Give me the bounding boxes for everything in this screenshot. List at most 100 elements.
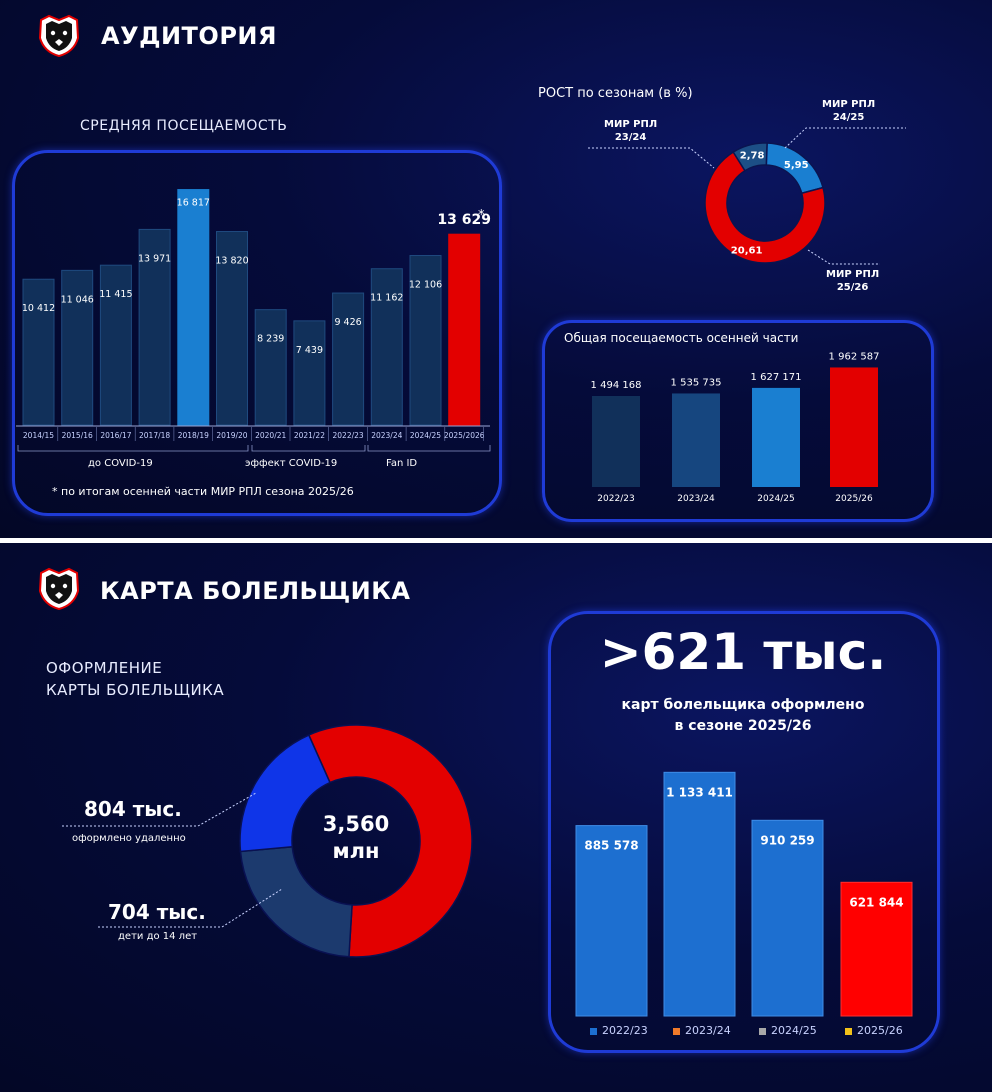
donut-label-2324-line2: 23/24 [614, 132, 647, 143]
attendance-bar [22, 278, 55, 426]
legend-label: 2022/23 [602, 1024, 648, 1037]
attendance-value-label: 7 439 [296, 345, 323, 356]
donut-label-2324-line1: МИР РПЛ [604, 119, 658, 130]
fan-card-legend-item: 2022/23 [590, 1024, 648, 1037]
autumn-tick-label: 2024/25 [757, 494, 794, 504]
fan-card-legend-item: 2024/25 [759, 1024, 817, 1037]
attendance-bar [409, 255, 442, 426]
donut-label-2526-line2: 25/26 [836, 282, 869, 293]
attendance-value-label: 11 415 [99, 289, 132, 300]
rpl-bear-logo-icon [38, 567, 80, 611]
donut-value-label: 2,78 [740, 151, 765, 162]
fan-card-panel: КАРТА БОЛЕЛЬЩИКА ОФОРМЛЕНИЕ КАРТЫ БОЛЕЛЬ… [0, 543, 992, 1092]
donut-slice [239, 845, 353, 958]
attendance-tick-label: 2020/21 [255, 431, 286, 440]
autumn-tick-label: 2023/24 [677, 494, 715, 504]
autumn-value-label: 1 627 171 [751, 372, 802, 383]
attendance-tick-label: 2022/23 [333, 431, 364, 440]
attendance-value-label: 16 817 [177, 198, 210, 209]
attendance-value-label: 9 426 [334, 317, 361, 328]
legend-label: 2025/26 [857, 1024, 903, 1037]
autumn-value-label: 1 494 168 [591, 380, 642, 391]
attendance-tick-label: 2018/19 [178, 431, 209, 440]
donut-label-2425: МИР РПЛ 24/25 [822, 98, 875, 124]
rpl-bear-logo-icon [38, 14, 80, 58]
growth-title: РОСТ по сезонам (в %) [538, 86, 693, 101]
fan-card-value-label: 910 259 [760, 833, 814, 847]
fan-card-bar-chart: 885 578 1 133 411 910 259 621 844 [575, 771, 913, 1017]
attendance-bar [370, 268, 403, 426]
attendance-value-label: 8 239 [257, 334, 284, 345]
fan-card-value-label: 621 844 [849, 895, 903, 909]
attendance-chart: 10 412 2014/15 11 046 2015/16 11 415 2016/17 1… [16, 189, 491, 452]
autumn-tick-label: 2025/26 [835, 494, 873, 504]
attendance-tick-label: 2016/17 [100, 431, 131, 440]
legend-swatch [590, 1027, 597, 1035]
donut-slice [307, 724, 473, 958]
attendance-bar [138, 228, 171, 426]
big-caption-line1: карт болельщика оформлено [621, 697, 865, 713]
legend-swatch [845, 1027, 852, 1035]
remote-label: оформлено удаленно [72, 833, 186, 844]
group-label-fan-id: Fan ID [386, 458, 418, 469]
attendance-value-label: 11 046 [61, 294, 94, 305]
autumn-title: Общая посещаемость осенней части [564, 331, 799, 345]
group-bracket [251, 445, 366, 452]
autumn-box [542, 320, 934, 522]
group-bracket [17, 445, 249, 452]
growth-donut-chart: 2,78 5,95 20,61 [704, 142, 826, 264]
attendance-bar [293, 320, 326, 426]
attendance-tick-label: 2015/16 [62, 431, 93, 440]
donut-value-label: 20,61 [731, 246, 763, 257]
attendance-tick-label: 2017/18 [139, 431, 170, 440]
legend-swatch [759, 1027, 766, 1035]
legend-label: 2024/25 [771, 1024, 817, 1037]
attendance-bar [216, 231, 248, 426]
audience-panel: АУДИТОРИЯ СРЕДНЯЯ ПОСЕЩАЕМОСТЬ 10 412 201… [0, 0, 992, 538]
autumn-tick-label: 2022/23 [597, 494, 634, 504]
donut-label-2526-line1: МИР РПЛ [826, 269, 880, 280]
footnote: * по итогам осенней части МИР РПЛ сезона… [52, 485, 354, 498]
donut-center-unit: млн [332, 839, 380, 863]
autumn-bar [752, 387, 800, 487]
fan-card-subtitle-line2: КАРТЫ БОЛЕЛЬЩИКА [46, 681, 225, 699]
fan-card-value-label: 885 578 [584, 839, 638, 853]
attendance-bar [61, 269, 94, 426]
fan-card-legend-item: 2023/24 [673, 1024, 731, 1037]
big-caption-line2: в сезоне 2025/26 [674, 718, 812, 734]
fan-card-bar [840, 881, 913, 1017]
autumn-value-label: 1 535 735 [671, 377, 722, 388]
autumn-bar [672, 393, 720, 487]
card-leader-lines [62, 792, 283, 928]
autumn-value-label: 1 962 587 [829, 351, 880, 362]
attendance-tick-label: 2024/25 [410, 431, 441, 440]
attendance-bar [99, 264, 132, 426]
donut-label-2425-line2: 24/25 [832, 112, 865, 123]
fan-card-bar [575, 825, 648, 1017]
autumn-bar [592, 395, 640, 487]
attendance-bar [254, 309, 287, 426]
big-caption: карт болельщика оформлено в сезоне 2025/… [551, 695, 935, 737]
attendance-value-label: 13 629 [437, 212, 491, 228]
attendance-bar [332, 292, 365, 426]
attendance-bar [448, 233, 481, 426]
fan-card-value-label: 1 133 411 [666, 785, 733, 799]
donut-center-total: 3,560 млн [306, 811, 406, 865]
fan-card-title: КАРТА БОЛЕЛЬЩИКА [100, 577, 411, 605]
autumn-chart: 1 494 168 2022/23 1 535 735 2023/24 1 627 17… [591, 351, 880, 504]
donut-slice [239, 734, 331, 853]
attendance-tick-label: 2023/24 [371, 431, 402, 440]
fan-card-legend-item: 2025/26 [845, 1024, 903, 1037]
group-label-covid: эффект COVID-19 [245, 458, 338, 469]
attendance-tick-label: 2025/2026 [444, 431, 485, 440]
attendance-box [12, 150, 502, 516]
donut-label-2324: МИР РПЛ 23/24 [604, 118, 657, 144]
fan-card-donut-chart [239, 724, 473, 958]
fan-card-box [548, 611, 940, 1053]
attendance-value-label: 10 412 [22, 303, 55, 314]
attendance-tick-label: 2014/15 [23, 431, 54, 440]
donut-slice [704, 151, 826, 264]
legend-label: 2023/24 [685, 1024, 731, 1037]
fan-card-subtitle: ОФОРМЛЕНИЕ КАРТЫ БОЛЕЛЬЩИКА [46, 657, 224, 701]
growth-leader-lines [588, 127, 906, 265]
